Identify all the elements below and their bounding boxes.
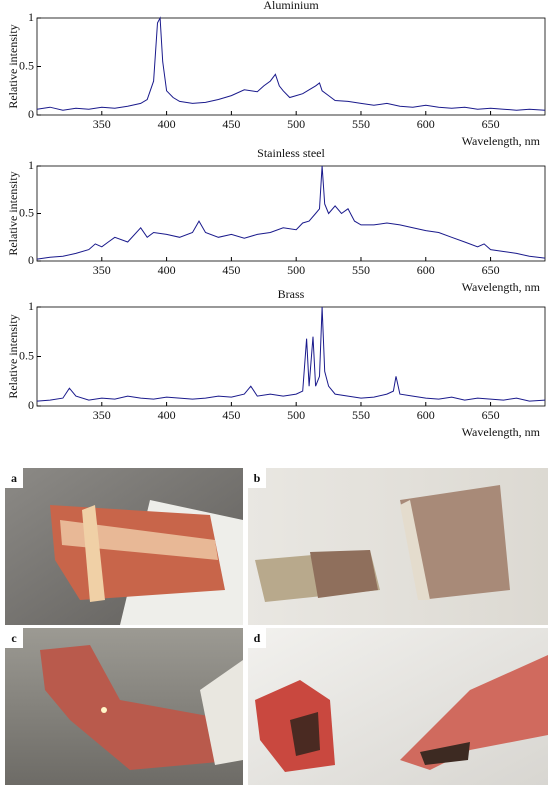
chart-title: Aluminium: [263, 0, 319, 12]
panel-label: a: [11, 471, 17, 485]
y-tick-label: 0.5: [19, 348, 34, 362]
y-tick-label: 0: [28, 107, 34, 121]
x-tick-label: 350: [93, 263, 111, 277]
plot-frame: [36, 17, 546, 116]
panel-label: d: [254, 631, 261, 645]
x-tick-label: 650: [482, 117, 500, 131]
x-tick-label: 450: [222, 263, 240, 277]
x-tick-label: 600: [417, 408, 435, 422]
y-tick-label: 1: [28, 10, 34, 24]
y-tick-label: 0.5: [19, 205, 34, 219]
y-axis-label: Relative intensity: [6, 314, 20, 398]
y-tick-label: 0: [28, 253, 34, 267]
y-axis-label: Relative intensity: [6, 24, 20, 108]
panel-label: b: [254, 471, 261, 485]
y-tick-label: 1: [28, 299, 34, 313]
y-axis-label: Relative intensity: [6, 171, 20, 255]
photo-a: [5, 468, 243, 625]
chart-title: Stainless steel: [257, 146, 325, 160]
x-tick-label: 350: [93, 408, 111, 422]
x-tick-label: 450: [222, 117, 240, 131]
spectrum-line: [36, 16, 546, 111]
chart-title: Brass: [278, 287, 305, 301]
x-tick-label: 550: [352, 408, 370, 422]
x-tick-label: 450: [222, 408, 240, 422]
photo-d: [248, 628, 548, 785]
x-tick-label: 400: [158, 263, 176, 277]
photo-c: [5, 628, 243, 785]
x-tick-label: 650: [482, 263, 500, 277]
x-tick-label: 650: [482, 408, 500, 422]
x-tick-label: 600: [417, 263, 435, 277]
photo-b: [248, 468, 548, 625]
x-axis-label: Wavelength, nm: [462, 425, 541, 439]
y-tick-label: 0.5: [19, 58, 34, 72]
x-axis-label: Wavelength, nm: [462, 280, 541, 294]
x-tick-label: 350: [93, 117, 111, 131]
x-tick-label: 400: [158, 408, 176, 422]
plot-frame: [36, 165, 546, 262]
panel-label-box: [248, 468, 266, 488]
x-tick-label: 500: [287, 408, 305, 422]
spectrum-line: [36, 306, 546, 402]
x-tick-label: 550: [352, 117, 370, 131]
panel-label: c: [11, 631, 17, 645]
x-tick-label: 400: [158, 117, 176, 131]
x-tick-label: 600: [417, 117, 435, 131]
y-tick-label: 1: [28, 158, 34, 172]
panel-label-box: [5, 628, 23, 648]
x-tick-label: 500: [287, 263, 305, 277]
panel-label-box: [5, 468, 23, 488]
y-tick-label: 0: [28, 398, 34, 412]
x-axis-label: Wavelength, nm: [462, 134, 541, 148]
plot-frame: [36, 306, 546, 407]
x-tick-label: 550: [352, 263, 370, 277]
spectrum-line: [36, 165, 546, 260]
panel-label-box: [248, 628, 266, 648]
x-tick-label: 500: [287, 117, 305, 131]
